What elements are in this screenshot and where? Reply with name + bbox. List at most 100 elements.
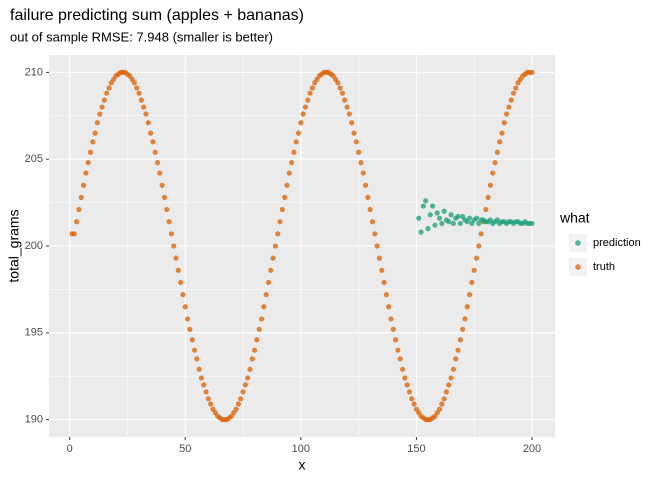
- point: [457, 220, 463, 227]
- point: [235, 401, 242, 407]
- point: [374, 243, 380, 249]
- point: [268, 267, 274, 273]
- point: [487, 182, 493, 188]
- point: [497, 139, 503, 145]
- point: [372, 231, 378, 237]
- point: [383, 292, 389, 298]
- point: [252, 347, 258, 353]
- y-tick-label: 200: [25, 240, 43, 252]
- point: [136, 90, 142, 96]
- point: [446, 219, 452, 225]
- legend-marker: [575, 240, 581, 246]
- x-axis-label: x: [299, 457, 306, 473]
- point: [157, 170, 163, 176]
- point: [455, 213, 461, 220]
- point: [460, 326, 466, 332]
- point: [198, 375, 205, 381]
- point: [432, 222, 438, 228]
- point: [284, 182, 290, 188]
- point: [282, 194, 288, 200]
- point: [485, 194, 491, 200]
- legend-label: truth: [593, 261, 615, 273]
- point: [455, 347, 461, 353]
- point: [245, 375, 251, 381]
- point: [131, 80, 138, 86]
- point: [99, 104, 105, 110]
- point: [258, 316, 265, 322]
- point: [240, 389, 246, 395]
- point: [395, 347, 401, 353]
- point: [184, 316, 191, 322]
- point: [295, 130, 302, 136]
- point: [154, 160, 161, 166]
- point: [381, 279, 387, 286]
- point: [427, 212, 433, 218]
- x-tick-label: 100: [292, 443, 310, 455]
- point: [238, 396, 244, 402]
- y-axis-label: total_grams: [6, 209, 22, 282]
- point: [356, 149, 362, 155]
- y-tick-label: 210: [25, 66, 43, 78]
- chart-title: failure predicting sum (apples + bananas…: [10, 7, 304, 24]
- point: [409, 396, 415, 402]
- point: [425, 226, 431, 232]
- point: [439, 401, 445, 407]
- point: [141, 104, 147, 110]
- point: [399, 366, 406, 372]
- point: [168, 231, 174, 237]
- point: [233, 406, 239, 412]
- point: [150, 139, 156, 145]
- point: [411, 401, 417, 407]
- point: [309, 85, 316, 91]
- point: [436, 406, 443, 412]
- point: [376, 255, 383, 261]
- point: [450, 366, 457, 372]
- point: [191, 347, 198, 353]
- point: [501, 120, 507, 126]
- point: [466, 292, 473, 298]
- point: [462, 316, 468, 322]
- x-tick-label: 200: [523, 443, 541, 455]
- point: [471, 267, 477, 273]
- point: [339, 90, 346, 96]
- point: [97, 111, 103, 117]
- point: [305, 97, 311, 103]
- point: [508, 97, 514, 103]
- point: [256, 326, 262, 332]
- point: [490, 170, 496, 176]
- point: [194, 356, 200, 362]
- point: [351, 130, 357, 136]
- point: [346, 111, 352, 117]
- point: [365, 194, 371, 200]
- point: [166, 219, 172, 225]
- y-tick-label: 205: [25, 153, 43, 165]
- point: [367, 206, 373, 213]
- point: [510, 90, 517, 96]
- point: [164, 206, 170, 213]
- y-tick-label: 190: [25, 414, 43, 426]
- point: [469, 279, 475, 286]
- point: [434, 210, 440, 216]
- point: [448, 375, 454, 381]
- point: [182, 304, 188, 310]
- point: [494, 149, 500, 155]
- point: [180, 292, 186, 298]
- point: [293, 139, 299, 145]
- point: [443, 389, 450, 395]
- point: [441, 208, 447, 214]
- point: [249, 356, 255, 362]
- point: [513, 85, 519, 91]
- point: [203, 389, 209, 395]
- x-tick-label: 0: [67, 443, 73, 455]
- point: [402, 375, 408, 381]
- point: [390, 326, 396, 332]
- x-tick-label: 150: [407, 443, 425, 455]
- point: [80, 182, 87, 188]
- point: [291, 149, 297, 155]
- x-tick-label: 50: [179, 443, 191, 455]
- point: [483, 206, 489, 213]
- point: [286, 170, 292, 176]
- point: [242, 382, 248, 388]
- point: [161, 194, 168, 200]
